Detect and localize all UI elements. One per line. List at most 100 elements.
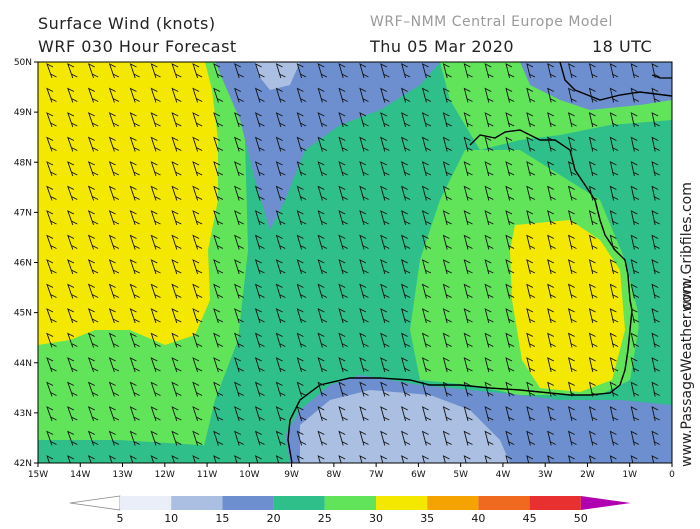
- wind-barb: [651, 455, 659, 463]
- wind-barb: [547, 455, 555, 463]
- wind-barb: [401, 185, 411, 201]
- colorbar-segment: [376, 496, 428, 510]
- wind-barb: [359, 112, 369, 128]
- wind-barb: [46, 357, 57, 373]
- wind-barb: [129, 332, 140, 348]
- wind-barb: [505, 63, 515, 79]
- wind-barb: [129, 63, 140, 79]
- wind-barb: [213, 185, 224, 201]
- wind-barb: [526, 112, 536, 128]
- wind-barb: [651, 63, 660, 79]
- wind-barb: [442, 210, 452, 226]
- wind-barb: [192, 308, 203, 324]
- band-20-25-east: [610, 180, 672, 463]
- valid-time: 18 UTC: [592, 37, 653, 56]
- band-15-20-north: [215, 62, 440, 230]
- wind-barb: [609, 430, 619, 446]
- wind-barb: [129, 455, 137, 463]
- wind-barb: [568, 430, 577, 446]
- wind-barb: [568, 136, 577, 152]
- wind-barb: [213, 283, 224, 299]
- wind-barb: [254, 112, 265, 128]
- wind-barb: [108, 357, 120, 373]
- colorbar-over: [580, 496, 631, 510]
- wind-barb: [463, 185, 473, 201]
- wind-barb: [67, 430, 78, 446]
- wind-barb: [87, 430, 99, 446]
- wind-barb: [46, 112, 57, 128]
- wind-barb: [505, 185, 515, 201]
- wind-barb: [171, 308, 182, 324]
- wind-barb: [484, 381, 494, 397]
- wind-barb: [421, 234, 432, 250]
- lon-label: 15W: [28, 470, 48, 480]
- wind-barb: [67, 63, 78, 79]
- wind-barb: [588, 406, 598, 422]
- wind-barb: [108, 63, 120, 79]
- wind-barb: [254, 234, 265, 250]
- lat-label: 50N: [14, 58, 32, 68]
- wind-barb: [651, 406, 660, 422]
- wind-barb: [526, 283, 536, 299]
- wind-barb: [505, 332, 515, 348]
- wind-barb: [588, 87, 598, 103]
- wind-barb: [380, 381, 390, 397]
- band-10-15-iberia: [300, 390, 510, 463]
- wind-barb: [442, 381, 452, 397]
- wind-barb: [192, 161, 203, 177]
- map-title: Surface Wind (knots): [38, 14, 216, 33]
- wind-barb: [317, 406, 328, 422]
- wind-barb: [317, 112, 328, 128]
- wind-barb: [421, 381, 432, 397]
- wind-barb: [150, 406, 161, 422]
- wind-barb: [421, 136, 432, 152]
- wind-barb: [630, 63, 640, 79]
- wind-barb: [192, 112, 203, 128]
- wind-barb: [484, 308, 494, 324]
- wind-barb: [547, 87, 556, 103]
- wind-barb: [46, 234, 57, 250]
- wind-barb: [630, 259, 640, 275]
- wind-barb: [568, 381, 577, 397]
- wind-barb: [150, 357, 161, 373]
- lat-label: 48N: [14, 158, 32, 168]
- wind-barb: [171, 161, 182, 177]
- wind-barb: [108, 234, 120, 250]
- wind-barb: [254, 136, 265, 152]
- wind-barb: [442, 185, 452, 201]
- wind-barb: [129, 234, 140, 250]
- wind-barb: [213, 357, 224, 373]
- wind-barb: [87, 283, 99, 299]
- wind-barb: [442, 87, 452, 103]
- lat-label: 47N: [14, 208, 32, 218]
- wind-barb: [547, 112, 556, 128]
- wind-barb: [484, 357, 494, 373]
- wind-barb: [380, 87, 390, 103]
- wind-barb: [526, 161, 536, 177]
- wind-barb: [421, 161, 432, 177]
- wind-barb: [275, 63, 286, 79]
- wind-barb: [380, 283, 390, 299]
- wind-barb: [401, 234, 411, 250]
- wind-barb: [171, 185, 182, 201]
- wind-barb: [171, 283, 182, 299]
- wind-barb: [150, 455, 158, 463]
- wind-barb: [421, 406, 432, 422]
- band-30-35-west: [38, 62, 218, 345]
- colorbar-segment: [427, 496, 479, 510]
- wind-barb: [568, 259, 577, 275]
- wind-barb: [359, 63, 369, 79]
- wind-barb: [359, 136, 369, 152]
- wind-barb: [192, 234, 203, 250]
- wind-barb: [568, 210, 577, 226]
- wind-barb: [338, 308, 348, 324]
- wind-barb: [67, 357, 78, 373]
- wind-barb: [505, 87, 515, 103]
- wind-barb: [359, 332, 369, 348]
- band-15-20-channel: [520, 62, 672, 110]
- wind-barb: [46, 381, 57, 397]
- wind-barb: [150, 87, 161, 103]
- wind-barb: [421, 455, 429, 463]
- wind-barb: [87, 136, 99, 152]
